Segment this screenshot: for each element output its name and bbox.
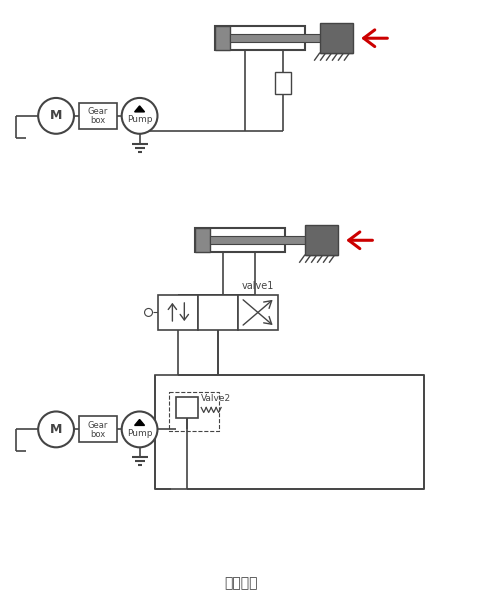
Bar [158,295,198,330]
Bar [215,26,229,50]
Bar [79,103,117,129]
Bar [210,236,309,244]
Text: valve1: valve1 [241,281,274,291]
Text: box: box [90,116,105,125]
Circle shape [121,412,157,448]
Bar [169,392,219,431]
Bar [176,397,198,418]
Bar [198,295,238,330]
Text: Valve2: Valve2 [201,394,231,403]
Text: Gear: Gear [87,107,108,116]
Bar [274,72,290,94]
Circle shape [38,98,74,134]
Bar [79,416,117,442]
Text: M: M [50,109,62,122]
Bar [319,23,353,53]
Circle shape [121,98,157,134]
Circle shape [144,308,152,316]
Text: Pump: Pump [127,115,152,124]
Circle shape [38,412,74,448]
Bar [195,229,284,252]
Bar [229,34,324,42]
Bar [155,374,423,489]
Text: M: M [50,423,62,436]
Text: box: box [90,430,105,439]
Text: 液压系统: 液压系统 [224,577,257,590]
Bar [195,229,210,252]
Polygon shape [134,106,144,112]
Bar [215,26,304,50]
Bar [304,226,338,255]
Text: Gear: Gear [87,421,108,430]
Polygon shape [134,419,144,425]
Bar [238,295,277,330]
Text: Pump: Pump [127,429,152,438]
